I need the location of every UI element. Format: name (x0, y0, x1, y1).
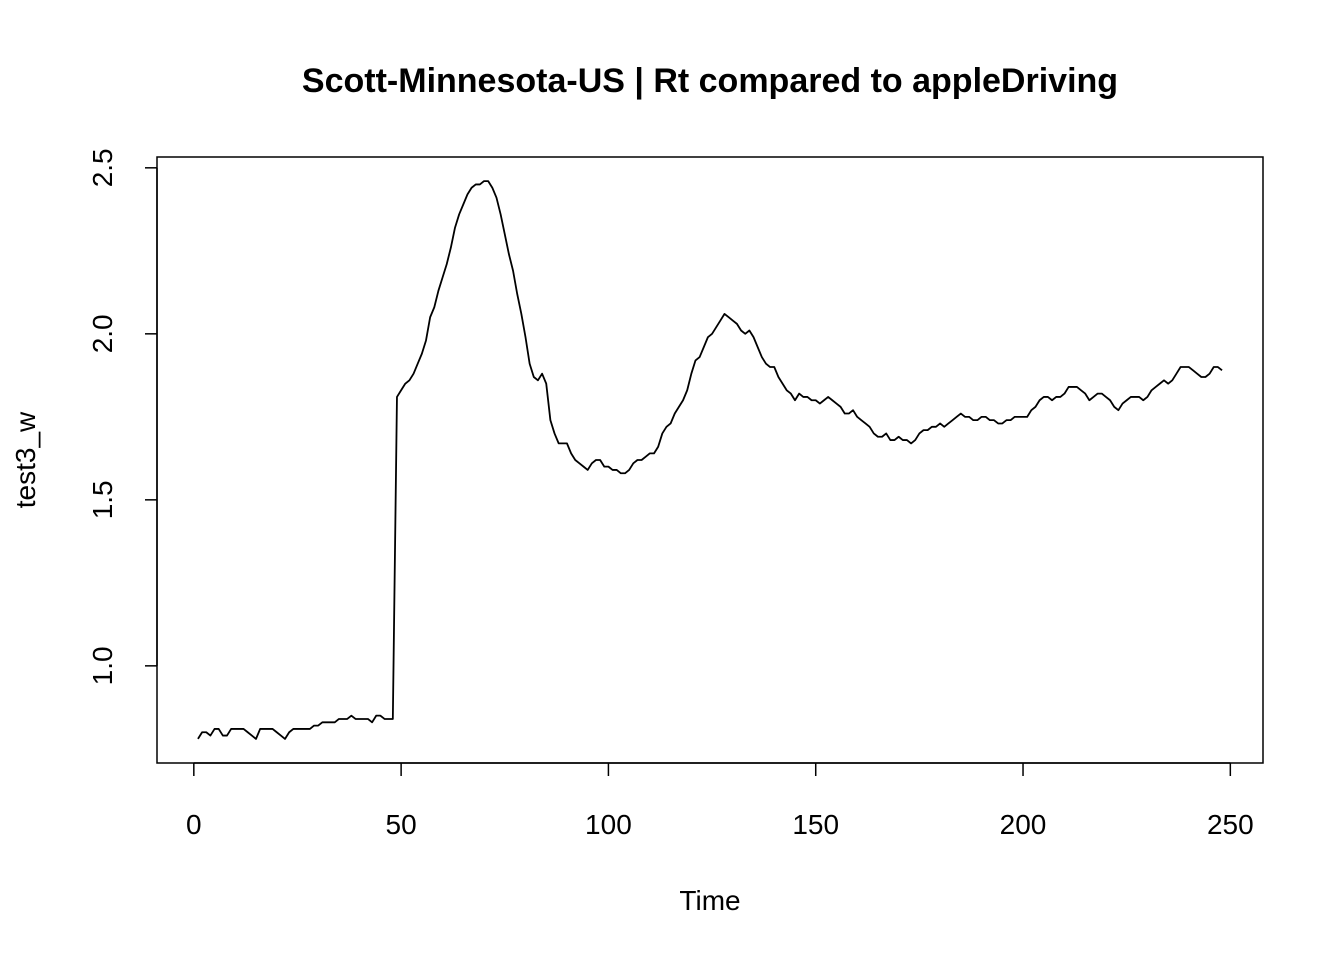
x-tick-label: 250 (1207, 809, 1254, 840)
x-tick-label: 0 (186, 809, 202, 840)
y-tick-label: 1.5 (87, 480, 118, 519)
x-tick-label: 100 (585, 809, 632, 840)
y-axis-label: test3_w (10, 411, 41, 508)
x-tick-label: 150 (792, 809, 839, 840)
y-tick-label: 2.5 (87, 148, 118, 187)
chart-title: Scott-Minnesota-US | Rt compared to appl… (302, 62, 1118, 100)
x-axis-label: Time (679, 885, 740, 916)
x-tick-label: 200 (1000, 809, 1047, 840)
x-tick-label: 50 (386, 809, 417, 840)
y-tick-label: 1.0 (87, 646, 118, 685)
data-line (197, 180, 1223, 740)
y-tick-label: 2.0 (87, 314, 118, 353)
